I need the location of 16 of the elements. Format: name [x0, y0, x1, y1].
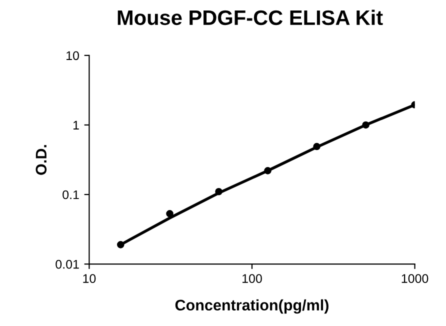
point: [362, 121, 370, 129]
y-tick-label: 1: [73, 120, 79, 130]
y-tick-label: 0.1: [62, 190, 79, 200]
x-tick-label: 1000: [402, 274, 428, 283]
x-tick-label: 100: [242, 274, 262, 283]
point: [313, 142, 320, 150]
x-tick-label: 10: [83, 274, 96, 283]
point: [166, 210, 174, 218]
point: [215, 188, 222, 196]
point: [116, 241, 124, 248]
y-axis-title: O.D.: [36, 145, 47, 175]
y-tick-label: 10: [66, 51, 79, 60]
chart-title: Mouse PDGF-CC ELISA Kit: [118, 10, 383, 26]
point: [264, 167, 272, 174]
x-axis-title: Concentration(pg/ml): [175, 299, 328, 314]
y-tick-label: 0.01: [56, 260, 79, 269]
